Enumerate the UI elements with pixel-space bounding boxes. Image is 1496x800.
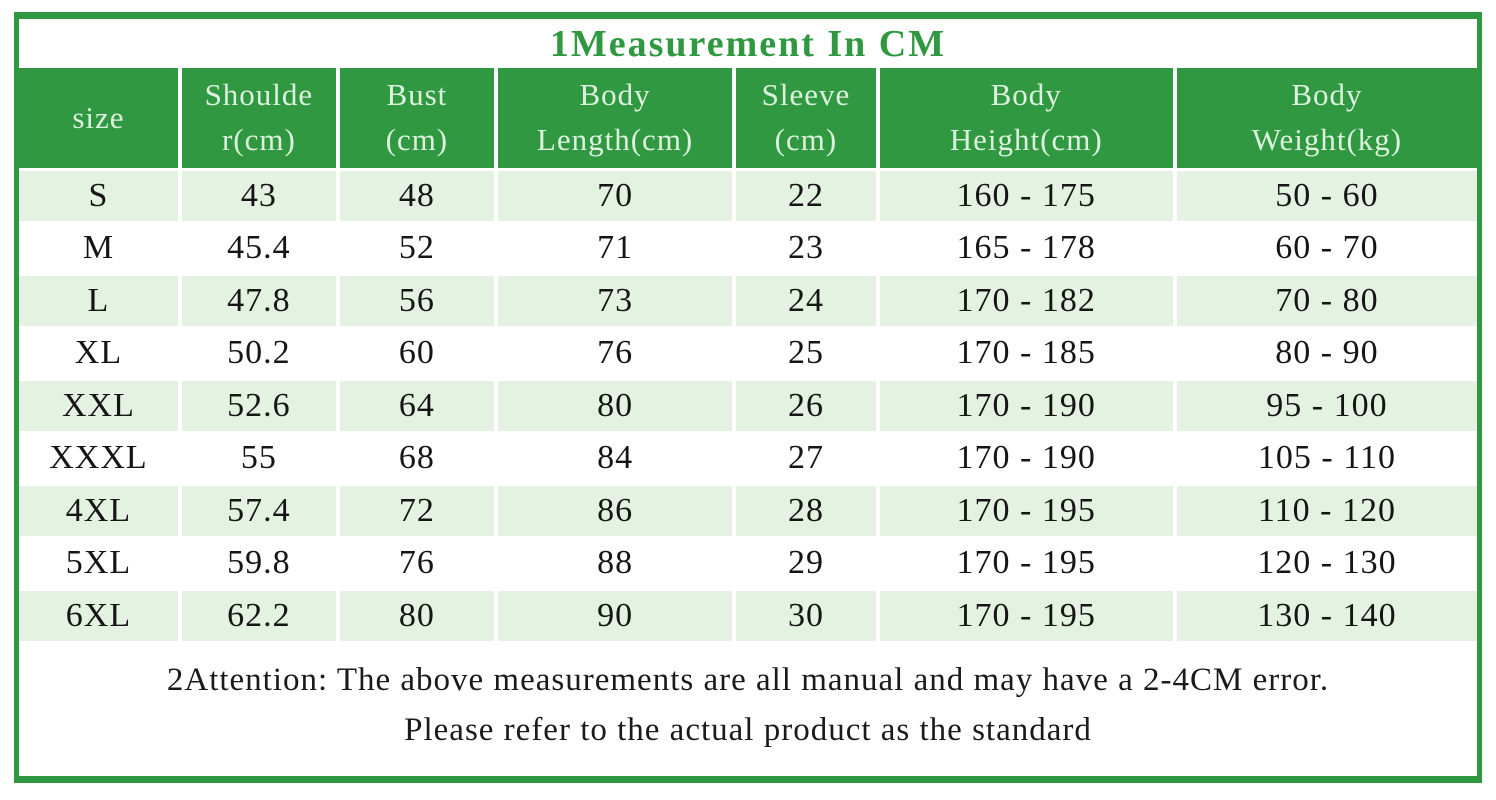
table-cell: 165 - 178 [879,223,1173,273]
table-cell: 80 [339,591,494,641]
table-cell: 25 [736,328,876,378]
table-cell: 64 [339,381,494,431]
column-header-label: Body [990,77,1062,113]
column-header-label: Shoulde [204,77,314,113]
table-cell: 70 [497,171,733,221]
table-cell: 27 [736,433,876,483]
table-cell: 59.8 [181,538,336,588]
table-cell: 28 [736,486,876,536]
table-cell: 110 - 120 [1176,486,1477,536]
table-cell: 26 [736,381,876,431]
table-cell: 170 - 195 [879,538,1173,588]
table-cell: 80 - 90 [1176,328,1477,378]
row-size-label: 6XL [19,591,178,641]
page-title: 1Measurement In CM [549,22,947,65]
table-cell: 60 [339,328,494,378]
table-cell: 170 - 182 [879,276,1173,326]
table-cell: 68 [339,433,494,483]
column-header-sleeve: Sleeve (cm) [736,68,876,168]
column-header-shoulder: Shoulde r(cm) [181,68,336,168]
row-size-label: XL [19,328,178,378]
table-cell: 170 - 195 [879,486,1173,536]
column-header-label: Height(cm) [949,122,1103,157]
row-size-label: M [19,223,178,273]
row-size-label: XXL [19,381,178,431]
size-chart-frame: 1Measurement In CM size Shoulde r(cm) Bu… [14,12,1482,783]
table-cell: 120 - 130 [1176,538,1477,588]
table-cell: 57.4 [181,486,336,536]
column-header-bust: Bust (cm) [339,68,494,168]
table-cell: 24 [736,276,876,326]
column-header-label: Weight(kg) [1251,122,1403,157]
table-cell: 76 [339,538,494,588]
column-header-label: (cm) [385,122,449,157]
row-size-label: 5XL [19,538,178,588]
table-cell: 29 [736,538,876,588]
table-cell: 80 [497,381,733,431]
column-header-label: r(cm) [221,122,296,157]
table-cell: 84 [497,433,733,483]
table-cell: 73 [497,276,733,326]
column-header-body-weight: Body Weight(kg) [1176,68,1477,168]
table-cell: 62.2 [181,591,336,641]
table-cell: 170 - 190 [879,433,1173,483]
column-header-label: size [72,99,125,135]
table-cell: 23 [736,223,876,273]
table-cell: 76 [497,328,733,378]
column-header-body-height: Body Height(cm) [879,68,1173,168]
column-header-label: (cm) [774,122,838,157]
row-size-label: XXXL [19,433,178,483]
table-cell: 170 - 190 [879,381,1173,431]
column-header-label: Bust [386,77,448,113]
table-cell: 50 - 60 [1176,171,1477,221]
note-line-2: Please refer to the actual product as th… [404,711,1092,748]
table-cell: 50.2 [181,328,336,378]
table-cell: 70 - 80 [1176,276,1477,326]
table-cell: 90 [497,591,733,641]
table-cell: 170 - 195 [879,591,1173,641]
table-cell: 30 [736,591,876,641]
table-cell: 130 - 140 [1176,591,1477,641]
table-cell: 160 - 175 [879,171,1173,221]
note-line-1: 2Attention: The above measurements are a… [166,661,1330,698]
table-cell: 55 [181,433,336,483]
table-cell: 105 - 110 [1176,433,1477,483]
column-header-label: Length(cm) [536,122,694,157]
row-size-label: 4XL [19,486,178,536]
measurement-table: size Shoulde r(cm) Bust (cm) Body Length… [19,68,1477,641]
table-cell: 56 [339,276,494,326]
table-cell: 86 [497,486,733,536]
table-cell: 60 - 70 [1176,223,1477,273]
column-header-label: Sleeve [761,77,851,113]
table-cell: 22 [736,171,876,221]
table-cell: 48 [339,171,494,221]
column-header-body-length: Body Length(cm) [497,68,733,168]
table-cell: 170 - 185 [879,328,1173,378]
table-cell: 43 [181,171,336,221]
table-cell: 71 [497,223,733,273]
column-header-label: Body [1291,77,1363,113]
table-cell: 72 [339,486,494,536]
column-header-size: size [19,68,178,168]
table-cell: 52.6 [181,381,336,431]
attention-notes: 2Attention: The above measurements are a… [19,641,1477,755]
table-cell: 88 [497,538,733,588]
row-size-label: S [19,171,178,221]
table-cell: 47.8 [181,276,336,326]
table-cell: 45.4 [181,223,336,273]
table-cell: 52 [339,223,494,273]
row-size-label: L [19,276,178,326]
table-cell: 95 - 100 [1176,381,1477,431]
column-header-label: Body [579,77,651,113]
